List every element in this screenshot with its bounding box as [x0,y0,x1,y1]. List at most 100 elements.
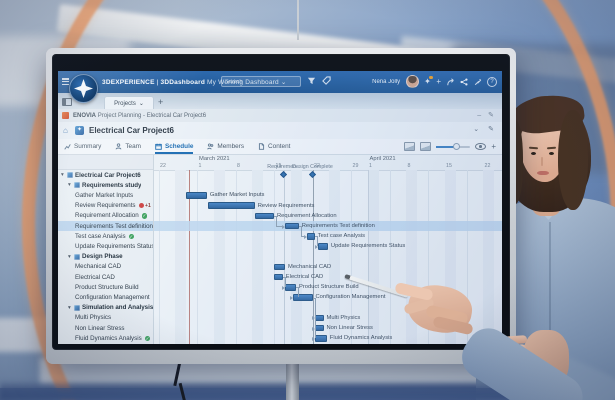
tab-content[interactable]: Content [258,139,290,154]
chevron-down-icon[interactable]: ⌄ [280,79,287,86]
avatar[interactable] [405,75,419,88]
task-row[interactable]: Configuration Management [58,292,153,302]
link-vertical [314,297,316,339]
chevron-down-icon[interactable]: ⌄ [473,126,480,133]
task-row[interactable]: ▾ Requirements study [58,180,153,190]
gantt-bar[interactable] [285,284,296,291]
zoom-fit-icon[interactable] [404,142,416,151]
gantt-bar[interactable] [208,202,255,209]
tag-icon[interactable] [322,76,331,85]
task-row[interactable]: Fluid Dynamics Analysis ✓ [58,333,153,343]
zoom-slider-handle[interactable] [453,143,461,150]
weekend-band [483,170,494,344]
weekend-band [175,170,186,344]
presenter-hair-right [558,110,588,210]
brand-name: 3DEXPERIENCE [102,79,155,86]
monitor-stand [286,362,299,400]
task-row[interactable]: Update Requirements Status [58,241,153,251]
edit-icon[interactable]: ✎ [488,112,494,119]
gantt-chart[interactable]: March 2021 1 8 15 22 29 April 2021 1 8 15 22 22 Req… [154,155,502,344]
gantt-bar[interactable] [285,222,299,230]
tick-label: 29 [352,163,359,169]
tick-label: 15 [275,163,282,169]
gantt-bar[interactable] [274,273,283,281]
add-tab-button[interactable]: + [158,97,164,107]
link-stub [274,215,276,217]
task-row[interactable]: Electrical CAD [58,272,153,282]
gantt-bar[interactable] [318,243,328,250]
expand-caret-icon[interactable]: ▾ [68,182,71,189]
filter-icon[interactable] [307,76,316,85]
task-row[interactable]: Requirements Test definition⌄ [58,221,153,231]
task-row[interactable]: Mechanical CAD [58,262,153,272]
add-icon[interactable]: + [436,76,441,86]
week-gridline [274,170,275,344]
expand-caret-icon[interactable]: ▾ [68,304,71,311]
milestone-diamond[interactable] [280,170,288,178]
week-gridline [235,170,237,344]
dashboard-name[interactable]: My Working Dashboard [207,79,279,86]
visibility-icon[interactable] [475,143,487,150]
task-row[interactable]: ▾ Electrical Car Project6 [58,170,153,180]
tick-label: 8 [407,163,411,169]
weekend-band [252,170,263,344]
add-task-icon[interactable]: + [491,141,496,151]
gantt-bar-label: Update Requirements Status [330,243,406,250]
sidebar-toggle-icon[interactable] [62,98,72,106]
share-arrow-icon[interactable] [446,77,455,86]
task-row[interactable]: Requirement Allocation ✓ [58,211,153,221]
tab-team[interactable]: Team [115,139,141,154]
milestone-diamond[interactable] [308,170,317,178]
expand-caret-icon[interactable]: ▾ [68,253,71,260]
tick-label: 1 [198,163,202,169]
expand-caret-icon[interactable]: ▾ [61,172,64,179]
week-gridline [389,170,391,344]
task-row[interactable]: Non Linear Stress [58,323,153,333]
zoom-slider[interactable] [436,143,471,150]
minimize-icon[interactable]: – [477,112,482,119]
gantt-bar[interactable] [254,212,274,220]
task-row[interactable]: Product Structure Build [58,282,153,292]
zoom-extent-icon[interactable] [420,142,432,151]
week-gridline [428,170,429,344]
search-input[interactable] [221,76,301,87]
task-row[interactable]: Multi Physics [58,313,153,323]
gantt-bar[interactable] [315,335,327,342]
breadcrumb-app[interactable]: ENOVIA [73,112,97,119]
task-row[interactable]: Review Requirements +1 [58,201,153,211]
shirt-placket [549,222,551,332]
3dexperience-compass-logo[interactable] [69,74,98,103]
dashboard-tab-strip: Projects ⌄ + [58,93,502,110]
gantt-bar[interactable] [274,263,285,271]
tools-icon[interactable] [474,78,482,86]
home-icon[interactable]: ⌂ [63,125,68,135]
edit-icon[interactable]: ✎ [488,126,494,133]
compass-notifications-icon[interactable]: ✦ [424,75,433,86]
breadcrumb-path[interactable]: Project Planning - Electrical Car Projec… [97,112,207,119]
menu-icon[interactable] [62,78,69,85]
tab-summary[interactable]: Summary [64,139,101,154]
gantt-bar[interactable] [315,314,324,322]
gantt-bar[interactable] [186,192,207,199]
gantt-bar[interactable] [315,324,324,332]
task-label: Configuration Management [75,293,150,301]
tab-members[interactable]: Members [207,139,244,154]
help-icon[interactable]: ? [487,76,497,87]
task-label: Mechanical CAD [75,263,122,271]
tab-schedule[interactable]: Schedule [154,139,194,154]
task-row[interactable]: Gather Market Inputs [58,190,153,200]
presenter-nose [541,157,543,166]
task-row[interactable]: Test case Analysis ✓ [58,231,153,241]
share-nodes-icon[interactable] [460,77,468,86]
user-name[interactable]: Nena Jolly [372,78,401,85]
gantt-bar-label: Requirement Allocation [277,212,337,219]
task-row[interactable]: ▾ Simulation and Analysis [58,303,153,313]
gantt-bar-label: Test case Analysis [317,233,366,240]
link-vertical [284,277,286,288]
task-type-icon [74,304,80,311]
gantt-bar[interactable] [293,294,313,301]
gantt-bar[interactable] [307,233,315,240]
task-row[interactable]: ▾ Design Phase [58,252,153,262]
tab-projects[interactable]: Projects ⌄ [104,96,154,110]
enovia-app-icon[interactable] [62,112,69,119]
